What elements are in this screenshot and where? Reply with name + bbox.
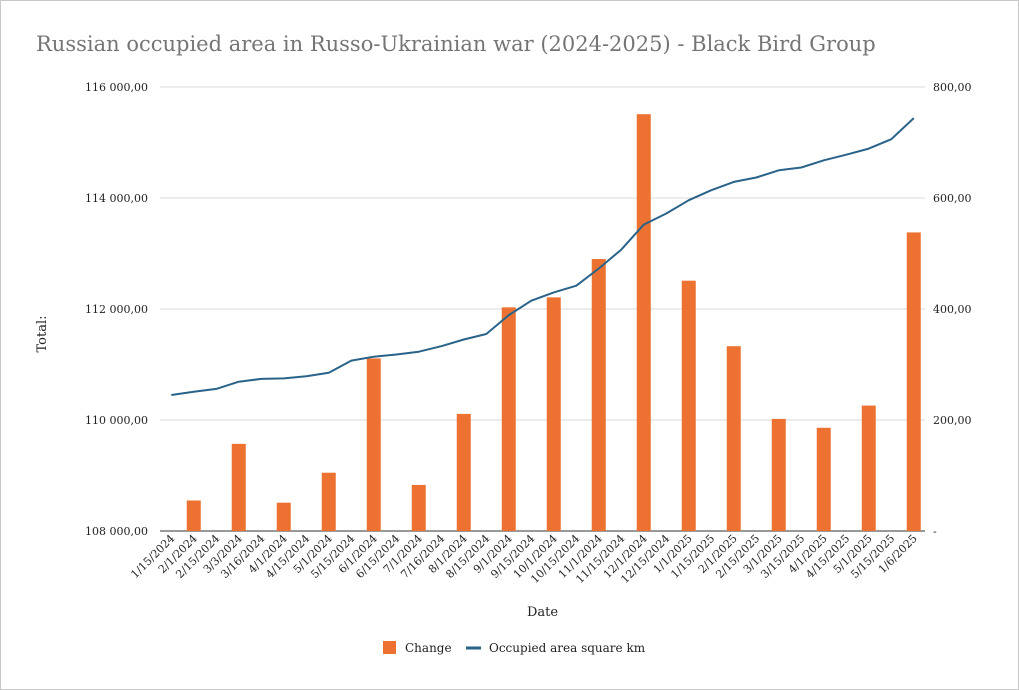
legend-swatch-change [383, 641, 396, 654]
y-left-tick-label: 108 000,00 [85, 525, 148, 538]
bar-change [276, 502, 291, 531]
legend-label-occupied-area: Occupied area square km [489, 641, 646, 655]
y-axis-title: Total: [35, 315, 50, 352]
bar-change [861, 405, 876, 531]
legend-label-change: Change [405, 641, 452, 655]
bar-change [546, 297, 561, 531]
y-right-tick-label: 600,00 [933, 192, 972, 205]
y-right-tick-label: 400,00 [933, 303, 972, 316]
bar-change [681, 280, 696, 531]
bar-change [636, 114, 651, 531]
y-right-tick-label: 200,00 [933, 414, 972, 427]
y-left-tick-label: 116 000,00 [85, 81, 148, 94]
chart-title: Russian occupied area in Russo-Ukrainian… [36, 32, 876, 56]
y-left-tick-label: 114 000,00 [85, 192, 148, 205]
bar-change [501, 307, 516, 531]
x-axis-title: Date [527, 605, 558, 620]
y-right-tick-label: - [933, 525, 937, 538]
y-left-tick-label: 112 000,00 [85, 303, 148, 316]
bar-change [231, 443, 246, 531]
bar-change [816, 427, 831, 531]
line-occupied-area [171, 117, 915, 396]
legend: Change Occupied area square km [383, 641, 646, 655]
bar-change [411, 484, 426, 531]
bar-change [456, 413, 471, 531]
bar-change [186, 500, 201, 531]
bar-change [366, 358, 381, 531]
bar-change [771, 418, 786, 531]
bar-change [726, 346, 741, 531]
y-left-tick-label: 110 000,00 [85, 414, 148, 427]
y-right-tick-label: 800,00 [933, 81, 972, 94]
bar-change [321, 472, 336, 531]
bar-change [906, 232, 921, 531]
bar-change [591, 259, 606, 531]
